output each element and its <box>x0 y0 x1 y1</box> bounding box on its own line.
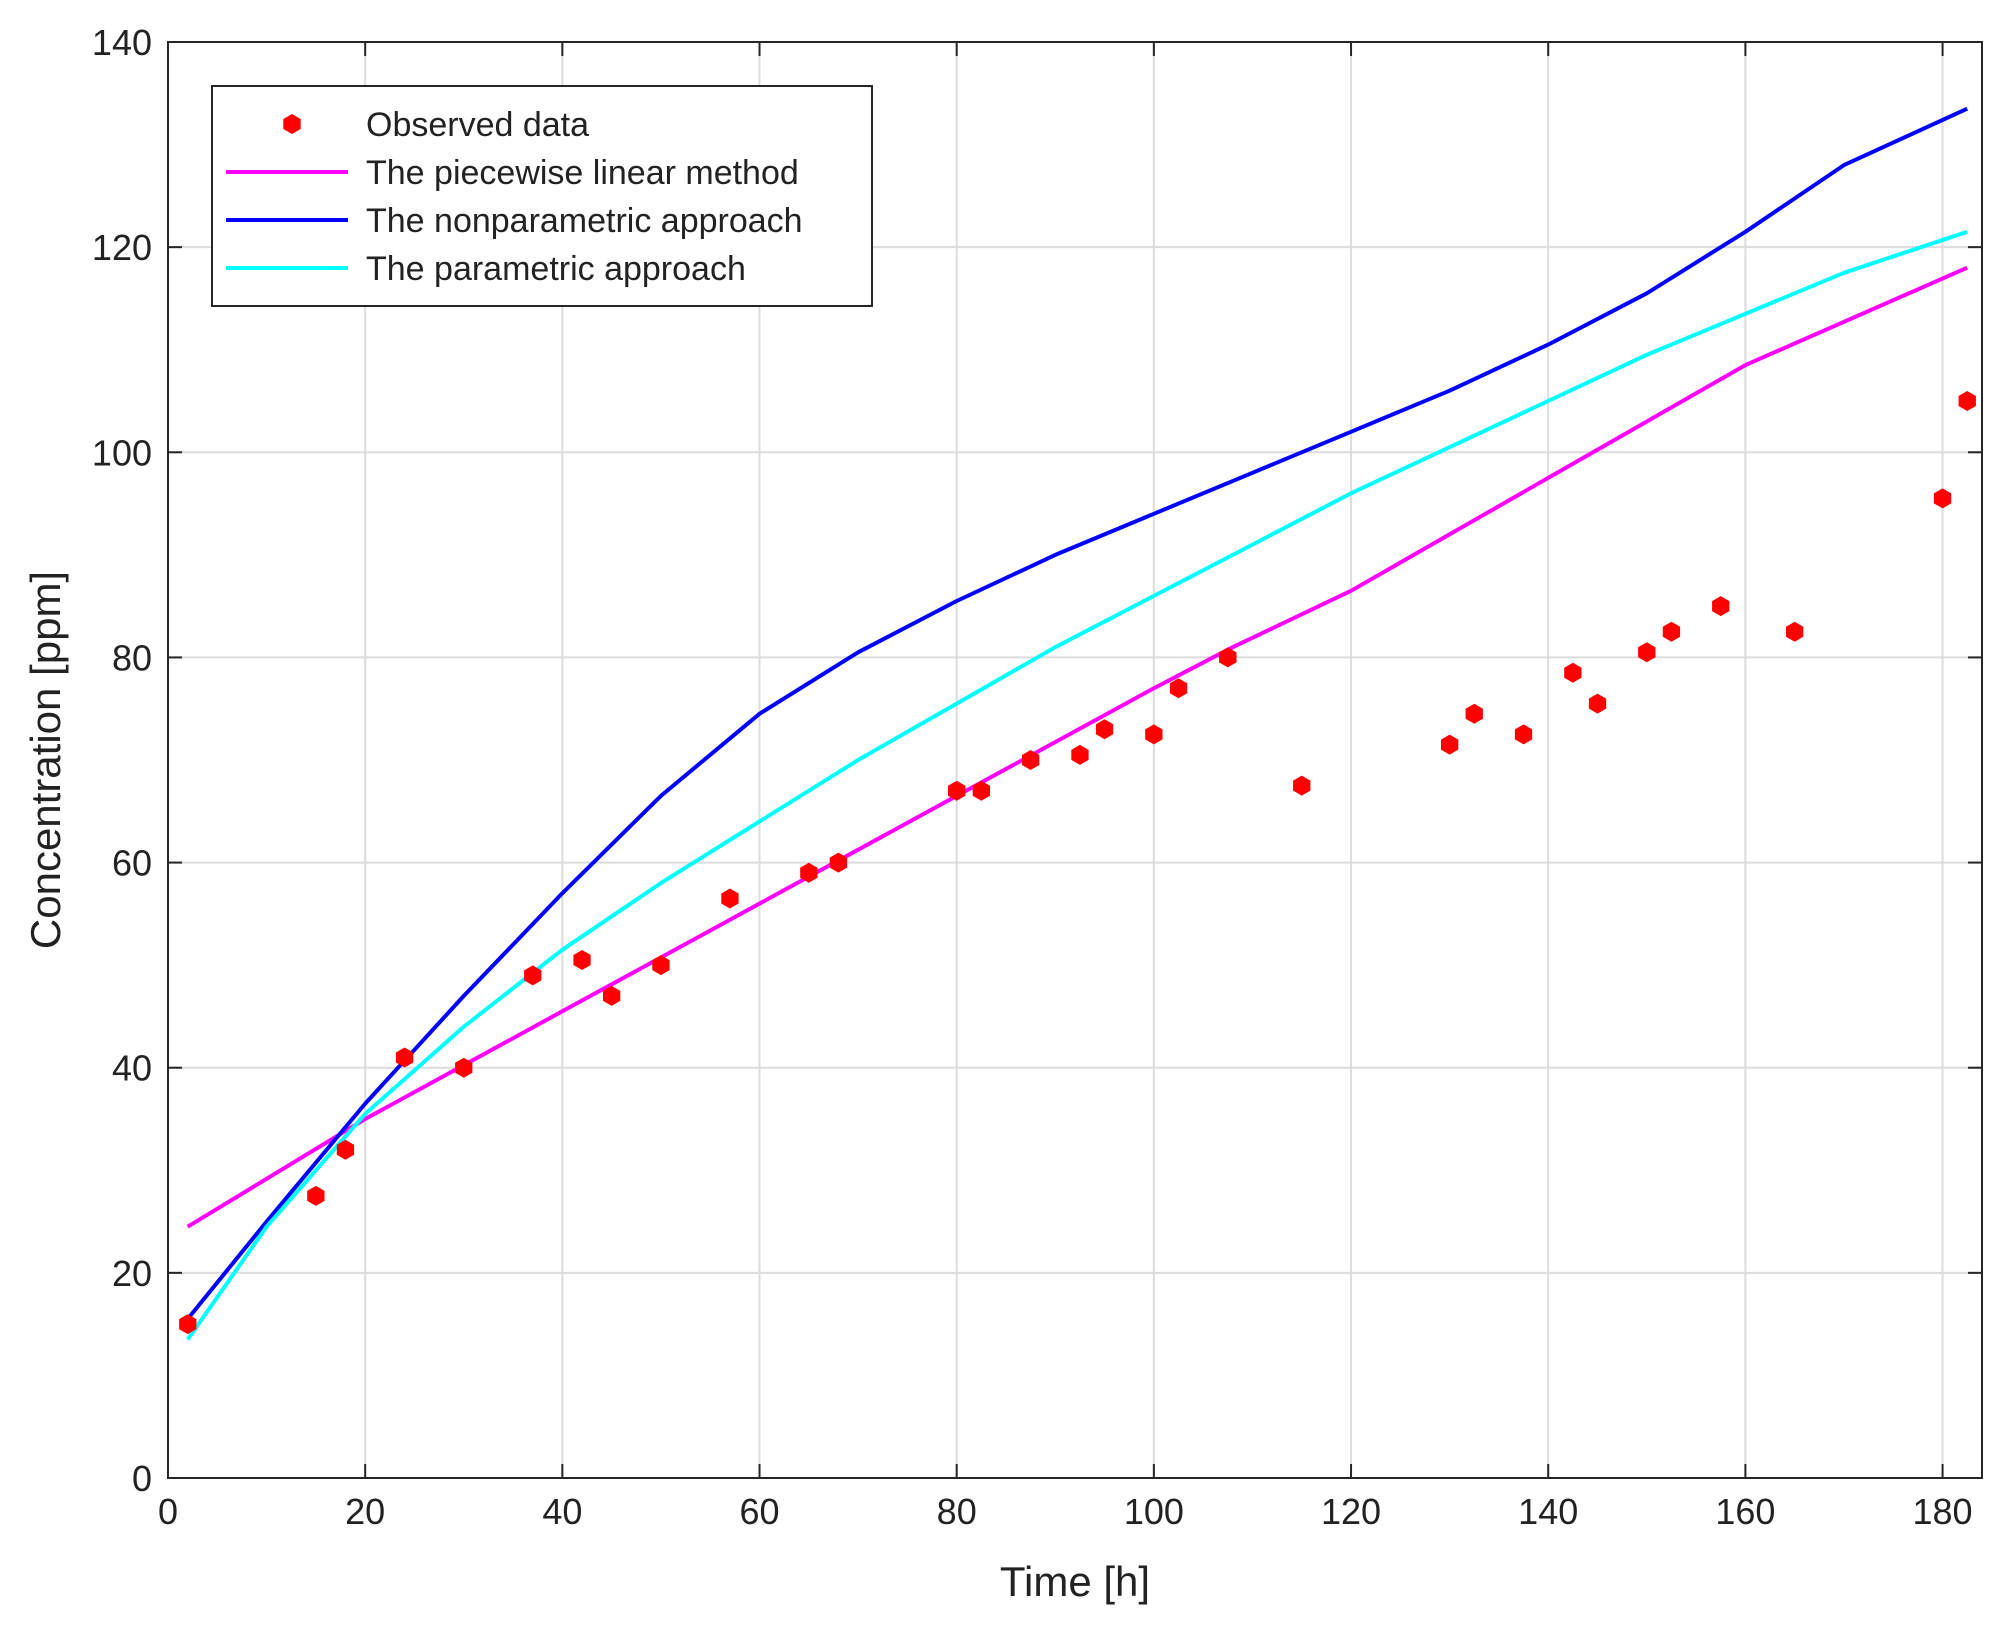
legend: Observed data The piecewise linear method… <box>211 85 873 307</box>
y-axis-label: Concentration [ppm] <box>22 571 69 949</box>
data-point <box>972 780 990 801</box>
x-tick-label: 140 <box>1518 1491 1578 1532</box>
y-tick-label: 120 <box>92 227 152 268</box>
data-point <box>1958 391 1976 411</box>
legend-entry-label: The piecewise linear method <box>366 154 799 192</box>
data-point <box>1712 596 1730 617</box>
data-point <box>1514 724 1533 745</box>
data-point <box>652 955 670 976</box>
data-point <box>395 1047 414 1068</box>
data-point <box>1022 750 1040 770</box>
data-point <box>1441 734 1459 755</box>
y-tick-label: 100 <box>92 432 152 473</box>
y-tick-label: 140 <box>92 22 152 63</box>
data-point <box>1169 678 1188 699</box>
data-point <box>829 852 848 873</box>
x-tick-label: 20 <box>345 1491 385 1532</box>
x-tick-label: 180 <box>1913 1491 1973 1532</box>
legend-entry-label: The parametric approach <box>366 250 746 288</box>
x-axis-label: Time [h] <box>1000 1558 1150 1605</box>
x-tick-label: 40 <box>542 1491 582 1532</box>
data-point <box>307 1185 325 1206</box>
ticks-layer: 0 20 40 60 80 100 120 140 160 180 0 20 40 60 80 100 120 1… <box>92 22 1982 1532</box>
data-point <box>179 1314 197 1335</box>
legend-entry-label: Observed data <box>366 106 589 144</box>
series-line-the-nonparametric-approach <box>186 106 1969 1321</box>
data-point <box>1095 719 1114 740</box>
data-point <box>1145 724 1163 745</box>
x-tick-label: 120 <box>1321 1491 1381 1532</box>
x-tick-label: 60 <box>739 1491 779 1532</box>
data-point <box>524 965 542 986</box>
data-point <box>1219 647 1237 668</box>
y-tick-label: 0 <box>132 1458 152 1499</box>
y-tick-label: 40 <box>112 1048 152 1089</box>
series-line-the-parametric-approach <box>186 229 1968 1341</box>
data-point <box>1638 642 1656 663</box>
y-tick-label: 80 <box>112 637 152 678</box>
data-point <box>1564 662 1582 683</box>
data-point <box>1465 703 1483 724</box>
data-point <box>1293 775 1311 796</box>
data-point <box>1071 744 1089 765</box>
data-point <box>721 888 739 909</box>
y-tick-label: 20 <box>112 1253 152 1294</box>
series-layer <box>179 106 1976 1341</box>
data-point <box>1662 621 1681 642</box>
series-line-the-piecewise-linear-method <box>186 265 1969 1229</box>
legend-marker <box>283 114 301 134</box>
plot-frame <box>167 41 1983 1479</box>
x-tick-label: 100 <box>1124 1491 1184 1532</box>
x-tick-label: 0 <box>158 1491 178 1532</box>
data-point <box>573 950 591 970</box>
data-point <box>1933 488 1952 509</box>
data-point <box>1588 693 1607 714</box>
legend-entry-label: The nonparametric approach <box>366 202 803 240</box>
y-tick-label: 60 <box>112 843 152 884</box>
x-tick-label: 160 <box>1715 1491 1775 1532</box>
data-point <box>455 1057 473 1078</box>
data-point <box>800 862 818 883</box>
data-point <box>948 780 966 801</box>
data-point <box>1786 621 1804 642</box>
x-tick-label: 80 <box>937 1491 977 1532</box>
data-point <box>336 1139 355 1160</box>
data-point <box>603 985 621 1006</box>
